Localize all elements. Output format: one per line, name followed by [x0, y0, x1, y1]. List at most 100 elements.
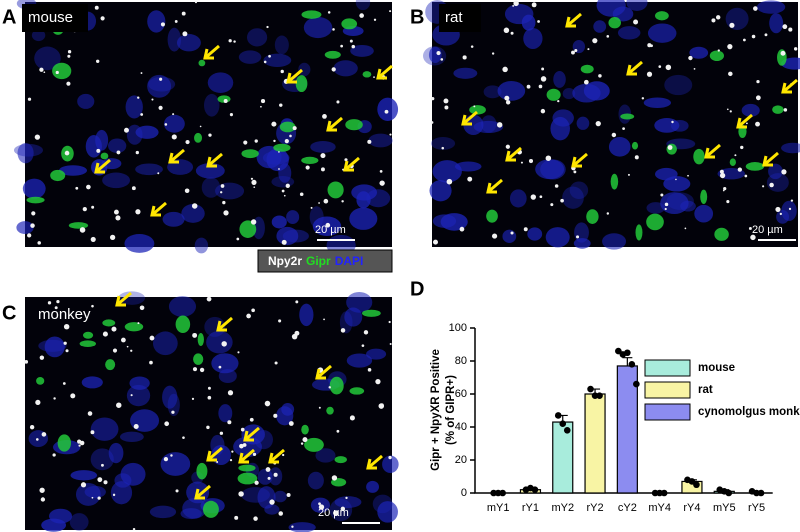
nucleus — [523, 27, 543, 50]
nucleus — [366, 480, 380, 493]
npy2r-signal — [96, 59, 100, 63]
npy2r-signal — [273, 413, 278, 418]
npy2r-signal — [133, 423, 139, 430]
npy2r-signal — [62, 382, 66, 385]
nucleus — [274, 35, 289, 55]
nucleus — [593, 20, 607, 33]
npy2r-signal — [583, 79, 589, 85]
npy2r-signal — [55, 70, 59, 75]
gipr-signal — [102, 319, 116, 327]
nucleus — [643, 97, 671, 109]
gipr-signal — [194, 132, 203, 143]
npy2r-signal — [229, 113, 233, 117]
x-tick-label: mY2 — [551, 502, 574, 514]
data-point — [624, 349, 631, 357]
npy2r-signal — [87, 411, 93, 416]
npy2r-signal — [174, 20, 178, 23]
npy2r-signal — [221, 341, 227, 347]
npy2r-signal — [291, 333, 298, 340]
npy2r-signal — [240, 427, 245, 432]
gipr-signal — [608, 17, 621, 29]
npy2r-signal — [199, 125, 202, 128]
nucleus — [602, 233, 627, 250]
nucleus — [85, 135, 102, 158]
nucleus — [366, 189, 391, 208]
gipr-signal — [36, 377, 45, 385]
npy2r-signal — [158, 105, 163, 110]
bar — [584, 393, 606, 494]
npy2r-signal — [182, 436, 185, 439]
nucleus — [689, 46, 709, 59]
npy2r-signal — [43, 71, 46, 74]
gipr-signal — [198, 59, 206, 67]
npy2r-signal — [101, 463, 104, 467]
npy2r-signal — [286, 492, 291, 497]
npy2r-signal — [318, 406, 321, 409]
nucleus — [483, 85, 502, 99]
nucleus — [596, 0, 626, 17]
npy2r-signal — [320, 153, 326, 159]
arrow — [343, 156, 360, 172]
stain-label: DAPI — [335, 254, 364, 268]
npy2r-signal — [271, 121, 277, 127]
npy2r-signal — [113, 209, 119, 215]
arrow — [206, 446, 223, 462]
npy2r-signal — [373, 76, 375, 78]
npy2r-signal — [375, 378, 381, 385]
npy2r-signal — [379, 180, 385, 186]
npy2r-signal — [157, 172, 160, 175]
npy2r-signal — [90, 236, 96, 242]
npy2r-signal — [781, 169, 787, 175]
image-label: rat — [445, 9, 463, 26]
gipr-signal — [693, 148, 705, 165]
npy2r-signal — [650, 44, 653, 48]
nucleus — [344, 307, 363, 327]
npy2r-signal — [344, 158, 348, 162]
npy2r-signal — [576, 235, 580, 239]
npy2r-signal — [340, 44, 344, 48]
npy2r-signal — [234, 515, 239, 520]
legend-swatch — [644, 403, 691, 421]
nucleus — [454, 161, 482, 172]
nucleus — [550, 116, 570, 141]
npy2r-signal — [560, 198, 564, 203]
npy2r-signal — [531, 2, 537, 8]
npy2r-signal — [723, 187, 727, 191]
npy2r-signal — [728, 71, 733, 77]
npy2r-signal — [100, 16, 105, 21]
gipr-signal — [646, 213, 664, 231]
nucleus — [160, 452, 191, 476]
nucleus — [430, 137, 456, 150]
nucleus — [781, 142, 800, 154]
nucleus — [647, 23, 677, 43]
npy2r-signal — [299, 192, 304, 197]
npy2r-signal — [116, 150, 121, 155]
arrow — [315, 364, 332, 380]
npy2r-signal — [512, 4, 515, 7]
npy2r-signal — [27, 97, 32, 101]
npy2r-signal — [756, 79, 760, 84]
npy2r-signal — [37, 241, 41, 245]
npy2r-signal — [667, 145, 673, 150]
arrow — [168, 148, 185, 164]
npy2r-signal — [793, 47, 798, 51]
nucleus — [562, 186, 584, 209]
gipr-signal — [620, 113, 635, 120]
nucleus — [432, 160, 462, 183]
stain-legend: Npy2r Gipr DAPI — [268, 254, 363, 268]
npy2r-signal — [688, 55, 693, 61]
npy2r-signal — [671, 120, 674, 124]
gipr-signal — [329, 376, 344, 395]
npy2r-signal — [788, 207, 792, 211]
nucleus — [428, 46, 442, 63]
nucleus — [90, 417, 119, 441]
nucleus — [13, 143, 43, 157]
npy2r-signal — [571, 50, 575, 55]
nucleus — [626, 0, 648, 11]
nucleus — [527, 227, 543, 241]
npy2r-signal — [660, 193, 664, 197]
gipr-signal — [196, 462, 208, 480]
npy2r-signal — [140, 72, 143, 74]
nucleus — [535, 159, 565, 180]
npy2r-signal — [349, 415, 355, 421]
